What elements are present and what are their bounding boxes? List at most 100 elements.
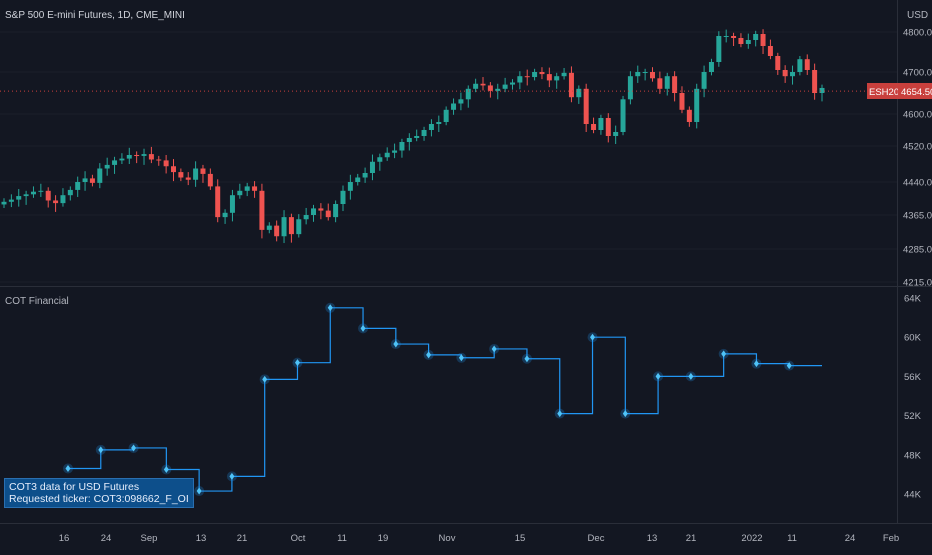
candle-body bbox=[568, 72, 574, 98]
cot-y-tick: 64K bbox=[904, 294, 922, 305]
cot-point bbox=[655, 372, 661, 380]
x-axis-tick: 13 bbox=[647, 533, 658, 544]
candle-body bbox=[686, 109, 692, 122]
cot-y-tick: 52K bbox=[904, 411, 922, 422]
candle-body bbox=[657, 78, 663, 89]
x-axis-tick: Dec bbox=[588, 533, 605, 544]
cot-point bbox=[98, 446, 104, 454]
cot-pane-title: COT Financial bbox=[5, 296, 69, 307]
candle-body bbox=[392, 150, 398, 153]
x-axis-tick: Oct bbox=[291, 533, 306, 544]
candle-body bbox=[222, 212, 228, 218]
candle-body bbox=[642, 72, 648, 73]
candle-body bbox=[613, 132, 619, 136]
x-axis-tick: 21 bbox=[686, 533, 697, 544]
price-y-tick: 4365.00 bbox=[903, 211, 932, 222]
cot-info-line-2: Requested ticker: COT3:098662_F_OI bbox=[9, 493, 189, 505]
candle-body bbox=[303, 215, 309, 220]
candle-body bbox=[45, 190, 51, 201]
candle-body bbox=[170, 166, 176, 173]
candle-body bbox=[82, 178, 88, 182]
price-y-tick: 4520.00 bbox=[903, 142, 932, 153]
candle-body bbox=[75, 182, 81, 190]
candle-body bbox=[804, 59, 810, 70]
candle-body bbox=[502, 84, 508, 89]
cot-point bbox=[131, 444, 137, 452]
cot-point bbox=[196, 487, 202, 495]
candle-body bbox=[812, 70, 818, 93]
cot-point bbox=[590, 333, 596, 341]
candle-body bbox=[325, 210, 331, 218]
candle-body bbox=[399, 142, 405, 151]
candle-body bbox=[458, 99, 464, 104]
candle-body bbox=[355, 177, 361, 182]
candle-body bbox=[708, 62, 714, 72]
candle-body bbox=[635, 72, 641, 77]
candle-body bbox=[377, 157, 383, 162]
price-y-tick: 4800.00 bbox=[903, 28, 932, 39]
cot-point bbox=[491, 345, 497, 353]
candle-body bbox=[141, 154, 147, 156]
candle-body bbox=[451, 103, 457, 110]
symbol-badge-text: ESH2022 bbox=[869, 87, 910, 98]
candle-body bbox=[60, 195, 66, 204]
candle-body bbox=[259, 190, 265, 230]
candle-body bbox=[97, 168, 103, 183]
candle-body bbox=[443, 109, 449, 122]
candle-body bbox=[30, 191, 36, 195]
candle-body bbox=[782, 70, 788, 77]
currency-label: USD bbox=[907, 10, 928, 21]
x-axis-tick: 24 bbox=[845, 533, 856, 544]
x-axis-tick: Feb bbox=[883, 533, 899, 544]
candle-body bbox=[229, 195, 235, 213]
candle-body bbox=[311, 208, 317, 215]
candle-body bbox=[274, 225, 280, 237]
x-axis-tick: Sep bbox=[141, 533, 158, 544]
candle-body bbox=[509, 82, 515, 85]
candle-body bbox=[517, 76, 523, 83]
cot-point bbox=[524, 355, 530, 363]
cot-point bbox=[393, 340, 399, 348]
candle-body bbox=[296, 219, 302, 235]
candle-body bbox=[539, 72, 545, 75]
candle-body bbox=[384, 152, 390, 158]
candle-body bbox=[288, 217, 294, 235]
candle-body bbox=[605, 118, 611, 136]
candle-body bbox=[701, 72, 707, 89]
candle-body bbox=[738, 38, 744, 44]
x-axis-tick: 11 bbox=[787, 533, 797, 544]
candle-body bbox=[38, 190, 44, 192]
candle-body bbox=[790, 72, 796, 77]
candle-body bbox=[252, 186, 258, 191]
cot-info-line-1: COT3 data for USD Futures bbox=[9, 481, 140, 493]
candle-body bbox=[340, 190, 346, 204]
candle-body bbox=[775, 56, 781, 70]
x-axis-tick: 15 bbox=[515, 533, 526, 544]
candle-body bbox=[421, 130, 427, 136]
x-axis-tick: 21 bbox=[237, 533, 248, 544]
symbol-badge bbox=[867, 83, 898, 99]
cot-point bbox=[753, 360, 759, 368]
candle-body bbox=[716, 36, 722, 62]
candle-body bbox=[362, 173, 368, 178]
candle-body bbox=[200, 168, 206, 174]
price-y-tick: 4600.00 bbox=[903, 110, 932, 121]
candle-body bbox=[591, 124, 597, 130]
x-axis-tick: 19 bbox=[378, 533, 389, 544]
x-axis-tick: 16 bbox=[59, 533, 70, 544]
candle-body bbox=[480, 83, 486, 86]
cot-point bbox=[426, 351, 432, 359]
candle-body bbox=[679, 93, 685, 110]
candle-body bbox=[244, 186, 250, 191]
candle-body bbox=[561, 72, 567, 77]
cot-y-tick: 44K bbox=[904, 490, 922, 501]
candle-body bbox=[473, 83, 479, 89]
candle-body bbox=[8, 199, 14, 202]
candle-body bbox=[428, 124, 434, 130]
candle-body bbox=[67, 189, 73, 196]
candle-body bbox=[237, 190, 243, 196]
price-y-tick: 4700.00 bbox=[903, 68, 932, 79]
candle-body bbox=[650, 72, 656, 79]
candle-body bbox=[193, 168, 199, 180]
